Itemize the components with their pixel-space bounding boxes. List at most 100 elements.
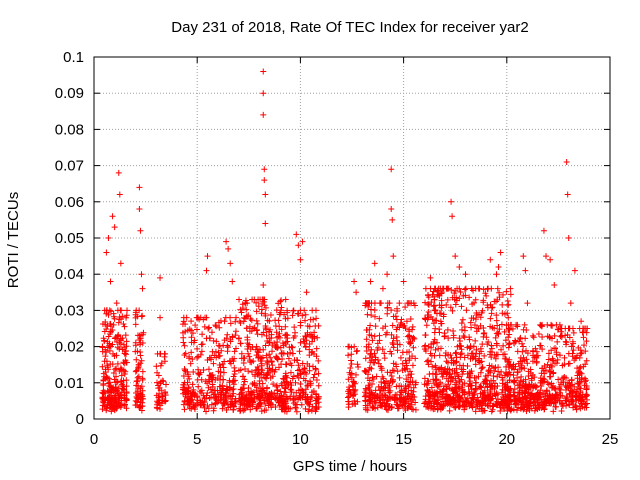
data-point — [263, 375, 270, 382]
data-point — [276, 364, 283, 371]
data-point — [278, 326, 285, 333]
data-point — [491, 384, 498, 391]
data-point — [107, 386, 114, 393]
data-point — [529, 332, 536, 339]
data-point — [350, 378, 357, 385]
data-point — [411, 302, 418, 309]
data-point — [368, 306, 375, 313]
data-point — [269, 401, 276, 408]
data-point — [243, 325, 250, 332]
data-point — [261, 177, 268, 184]
data-point — [576, 384, 583, 391]
data-point — [445, 335, 452, 342]
data-point — [577, 398, 584, 405]
data-point — [428, 344, 435, 351]
data-point — [577, 350, 584, 357]
data-point — [244, 340, 251, 347]
data-point — [374, 404, 381, 411]
data-point — [155, 394, 162, 401]
data-point — [583, 329, 590, 336]
data-point — [345, 390, 352, 397]
data-point — [260, 111, 267, 118]
data-point — [278, 395, 285, 402]
data-point — [119, 313, 126, 320]
data-point — [452, 301, 459, 308]
data-point — [551, 345, 558, 352]
data-point — [210, 407, 217, 414]
data-point — [297, 371, 304, 378]
data-point — [260, 296, 267, 303]
data-point — [157, 362, 164, 369]
data-point — [195, 383, 202, 390]
data-point — [200, 367, 207, 374]
data-point — [282, 398, 289, 405]
data-point — [575, 368, 582, 375]
data-point — [570, 329, 577, 336]
data-point — [560, 374, 567, 381]
data-point — [366, 300, 373, 307]
data-point — [390, 253, 397, 260]
x-tick-label: 20 — [498, 431, 515, 448]
data-point — [473, 346, 480, 353]
data-point — [502, 337, 509, 344]
data-point — [520, 253, 527, 260]
data-point — [568, 343, 575, 350]
data-point — [101, 358, 108, 365]
data-point — [197, 351, 204, 358]
data-point — [390, 335, 397, 342]
data-point — [401, 365, 408, 372]
data-point — [215, 349, 222, 356]
data-point — [136, 394, 143, 401]
data-point — [507, 285, 514, 292]
data-point — [421, 315, 428, 322]
data-point — [454, 343, 461, 350]
data-point — [199, 331, 206, 338]
data-point — [194, 314, 201, 321]
data-point — [210, 360, 217, 367]
data-point — [241, 366, 248, 373]
data-point — [477, 322, 484, 329]
data-point — [216, 352, 223, 359]
data-point — [512, 400, 519, 407]
data-point — [227, 395, 234, 402]
data-point — [466, 334, 473, 341]
data-point — [563, 387, 570, 394]
data-point — [540, 367, 547, 374]
data-point — [412, 379, 419, 386]
data-point — [475, 373, 482, 380]
data-point — [294, 310, 301, 317]
data-point — [540, 402, 547, 409]
data-point — [112, 384, 119, 391]
data-point — [299, 387, 306, 394]
data-point — [375, 360, 382, 367]
data-point — [551, 332, 558, 339]
data-point — [121, 392, 128, 399]
data-point — [368, 332, 375, 339]
data-point — [249, 389, 256, 396]
data-point — [427, 274, 434, 281]
data-point — [180, 339, 187, 346]
data-point — [422, 332, 429, 339]
data-point — [501, 328, 508, 335]
data-point — [285, 381, 292, 388]
data-point — [295, 362, 302, 369]
data-point — [245, 312, 252, 319]
data-point — [120, 321, 127, 328]
data-point — [219, 382, 226, 389]
data-point — [364, 402, 371, 409]
data-point — [345, 343, 352, 350]
data-point — [469, 355, 476, 362]
data-point — [182, 321, 189, 328]
data-point — [297, 319, 304, 326]
data-point — [529, 347, 536, 354]
data-point — [205, 366, 212, 373]
data-point — [558, 401, 565, 408]
data-point — [394, 368, 401, 375]
data-point — [447, 304, 454, 311]
data-point — [582, 361, 589, 368]
data-point — [498, 321, 505, 328]
data-point — [449, 377, 456, 384]
data-point — [261, 389, 268, 396]
data-point — [181, 342, 188, 349]
data-point — [108, 400, 115, 407]
